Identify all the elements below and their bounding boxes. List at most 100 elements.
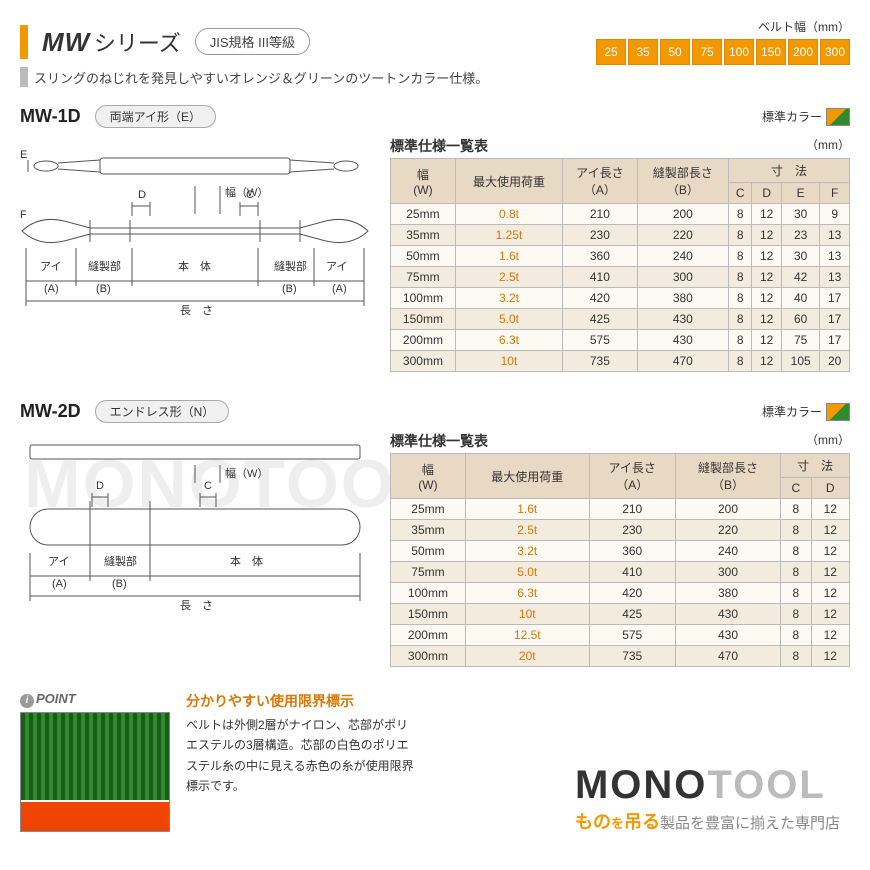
table-row: 75mm5.0t410300812 — [391, 562, 850, 583]
svg-text:(B): (B) — [112, 578, 127, 590]
table-cell: 300 — [637, 267, 728, 288]
col-subheader: C — [781, 478, 811, 499]
point-label: iPOINT — [20, 691, 170, 708]
table-cell: 220 — [675, 520, 780, 541]
table-cell: 430 — [637, 330, 728, 351]
table-cell: 240 — [637, 246, 728, 267]
table-cell: 230 — [563, 225, 638, 246]
table-cell: 5.0t — [465, 562, 589, 583]
table-cell: 200 — [637, 204, 728, 225]
table-cell: 300 — [675, 562, 780, 583]
section-title: MW-2D — [20, 401, 81, 422]
col-header: 幅(W) — [391, 159, 456, 204]
table-title: 標準仕様一覧表（mm） — [390, 431, 850, 451]
svg-text:F: F — [20, 209, 27, 221]
col-header: 縫製部長さ（B） — [675, 454, 780, 499]
table-cell: 8 — [729, 204, 752, 225]
table-cell: 75mm — [391, 562, 466, 583]
table-cell: 220 — [637, 225, 728, 246]
table-cell: 8 — [781, 604, 811, 625]
table-cell: 1.25t — [455, 225, 562, 246]
table-row: 300mm20t735470812 — [391, 646, 850, 667]
table-cell: 425 — [589, 604, 675, 625]
svg-text:(B): (B) — [282, 283, 297, 295]
shape-badge: 両端アイ形（E） — [95, 105, 216, 128]
gray-bar — [20, 67, 28, 87]
svg-text:D: D — [96, 480, 104, 492]
table-cell: 575 — [589, 625, 675, 646]
table-cell: 20 — [820, 351, 850, 372]
table-cell: 50mm — [391, 246, 456, 267]
svg-text:本 体: 本 体 — [230, 554, 263, 568]
table-cell: 75 — [781, 330, 819, 351]
table-cell: 0.8t — [455, 204, 562, 225]
table-cell: 12 — [811, 541, 849, 562]
point-heading: 分かりやすい使用限界標示 — [186, 691, 850, 711]
table-cell: 3.2t — [455, 288, 562, 309]
table-row: 150mm10t425430812 — [391, 604, 850, 625]
svg-text:縫製部: 縫製部 — [274, 259, 307, 273]
point-photo — [20, 712, 170, 832]
table-cell: 12 — [811, 583, 849, 604]
table-row: 35mm2.5t230220812 — [391, 520, 850, 541]
width-chip: 25 — [596, 39, 626, 65]
table-cell: 8 — [781, 625, 811, 646]
table-cell: 105 — [781, 351, 819, 372]
table-cell: 425 — [563, 309, 638, 330]
table-cell: 30 — [781, 246, 819, 267]
table-cell: 210 — [563, 204, 638, 225]
belt-width-label: ベルト幅（mm） — [596, 18, 850, 35]
table-cell: 12 — [752, 204, 782, 225]
table-cell: 13 — [820, 267, 850, 288]
table-row: 150mm5.0t4254308126017 — [391, 309, 850, 330]
table-cell: 8 — [729, 225, 752, 246]
table-cell: 12 — [752, 267, 782, 288]
table-cell: 470 — [675, 646, 780, 667]
standard-color: 標準カラー — [762, 108, 850, 126]
width-chip: 150 — [756, 39, 786, 65]
header-description: スリングのねじれを発見しやすいオレンジ＆グリーンのツートンカラー仕様。 — [34, 68, 850, 87]
table-cell: 3.2t — [465, 541, 589, 562]
table-cell: 410 — [589, 562, 675, 583]
table-cell: 575 — [563, 330, 638, 351]
table-cell: 8 — [729, 246, 752, 267]
table-cell: 12.5t — [465, 625, 589, 646]
col-subheader: C — [729, 183, 752, 204]
table-cell: 8 — [729, 351, 752, 372]
table-cell: 430 — [637, 309, 728, 330]
table-row: 200mm12.5t575430812 — [391, 625, 850, 646]
table-cell: 12 — [811, 646, 849, 667]
shape-badge: エンドレス形（N） — [95, 400, 230, 423]
section-title: MW-1D — [20, 106, 81, 127]
table-cell: 230 — [589, 520, 675, 541]
table-cell: 10t — [465, 604, 589, 625]
product-section: MW-2D エンドレス形（N） 標準カラー 幅（W） DC アイ縫製部本 体 (… — [0, 388, 870, 683]
table-cell: 8 — [729, 330, 752, 351]
table-cell: 470 — [637, 351, 728, 372]
table-cell: 735 — [563, 351, 638, 372]
table-cell: 8 — [781, 562, 811, 583]
series-title: MW シリーズ — [42, 26, 181, 58]
svg-text:長 さ: 長 さ — [180, 304, 213, 317]
table-cell: 12 — [811, 562, 849, 583]
col-header: 寸 法 — [729, 159, 850, 183]
col-header: アイ長さ（A） — [563, 159, 638, 204]
svg-text:アイ: アイ — [326, 261, 347, 273]
table-cell: 5.0t — [455, 309, 562, 330]
spec-table: 幅(W)最大使用荷重アイ長さ（A）縫製部長さ（B）寸 法CDEF 25mm0.8… — [390, 158, 850, 372]
table-cell: 12 — [752, 288, 782, 309]
table-cell: 380 — [675, 583, 780, 604]
table-row: 35mm1.25t2302208122313 — [391, 225, 850, 246]
table-cell: 2.5t — [465, 520, 589, 541]
point-body: ベルトは外側2層がナイロン、芯部がポリエステルの3層構造。芯部の白色のポリエステ… — [186, 715, 416, 797]
table-cell: 8 — [729, 267, 752, 288]
svg-text:幅（W）: 幅（W） — [225, 186, 268, 199]
svg-text:アイ: アイ — [48, 556, 69, 568]
table-title: 標準仕様一覧表（mm） — [390, 136, 850, 156]
svg-text:縫製部: 縫製部 — [88, 259, 121, 273]
table-cell: 300mm — [391, 646, 466, 667]
product-section: MW-1D 両端アイ形（E） 標準カラー EF DC幅（W） アイ縫製部本 体 … — [0, 93, 870, 388]
table-cell: 35mm — [391, 225, 456, 246]
table-cell: 9 — [820, 204, 850, 225]
table-row: 200mm6.3t5754308127517 — [391, 330, 850, 351]
